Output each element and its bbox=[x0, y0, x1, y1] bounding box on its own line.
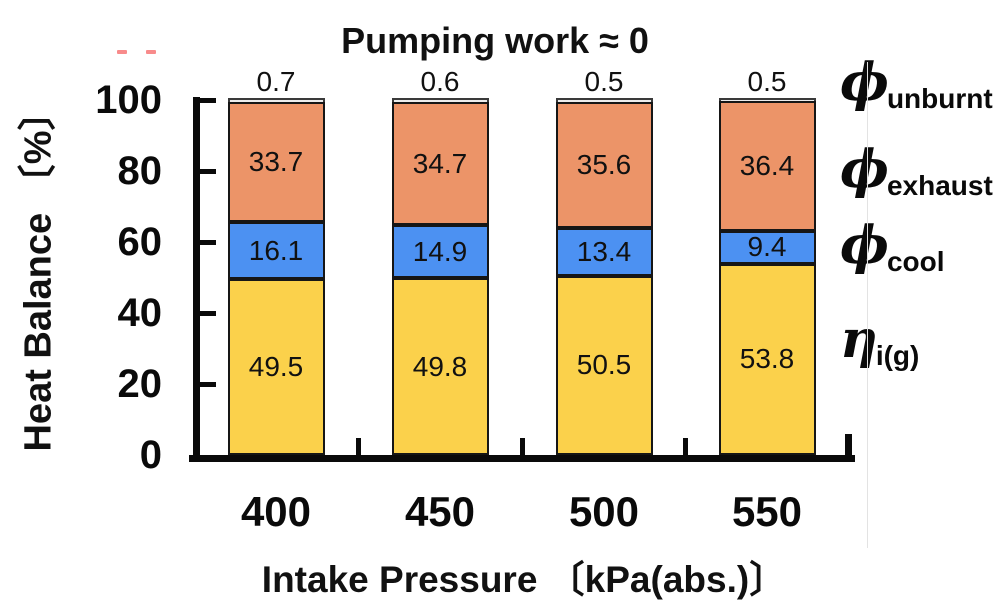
segment-unburnt-450 bbox=[391, 98, 489, 103]
xtick-mark-gap bbox=[519, 438, 525, 455]
segment-cool-500 bbox=[555, 228, 653, 276]
xtick-mark-gap bbox=[683, 438, 688, 455]
x-axis-title: Intake Pressure 〔kPa(abs.)〕 bbox=[261, 559, 787, 600]
ytick-mark-40 bbox=[200, 310, 216, 316]
legend-subscript: exhaust bbox=[886, 170, 993, 201]
chart-title: Pumping work ≈ 0 bbox=[341, 20, 649, 61]
legend-subscript: unburnt bbox=[886, 83, 993, 114]
legend-subscript: cool bbox=[886, 246, 945, 277]
red-artifact-mark bbox=[146, 50, 156, 54]
segment-exhaust-500 bbox=[555, 101, 653, 229]
legend-symbol-glyph: η bbox=[840, 309, 878, 370]
segment-i(g)-400 bbox=[227, 279, 325, 455]
xtick-mark-gap bbox=[355, 438, 361, 455]
y-axis-line bbox=[193, 97, 200, 462]
unburnt-value-label: 0.6 bbox=[420, 66, 460, 97]
x-axis-end-corner bbox=[845, 434, 852, 455]
segment-i(g)-550 bbox=[718, 264, 816, 455]
unburnt-value-label: 0.5 bbox=[747, 66, 787, 97]
segment-exhaust-450 bbox=[391, 102, 489, 226]
ytick-mark-100 bbox=[200, 97, 216, 103]
legend-item-exhaust: ϕexhaust bbox=[840, 139, 995, 201]
segment-unburnt-500 bbox=[555, 98, 653, 102]
segment-cool-400 bbox=[227, 222, 325, 280]
faint-divider-line bbox=[867, 62, 868, 548]
x-axis-line bbox=[189, 455, 855, 462]
segment-exhaust-550 bbox=[718, 101, 816, 231]
xtick-label-450: 450 bbox=[404, 488, 476, 535]
unburnt-value-label: 0.5 bbox=[584, 66, 624, 97]
ytick-label-60: 60 bbox=[117, 220, 163, 264]
ytick-mark-20 bbox=[200, 381, 216, 387]
legend-subscript: i(g) bbox=[875, 340, 920, 371]
ytick-mark-60 bbox=[200, 239, 216, 245]
red-artifact-mark bbox=[117, 50, 127, 54]
xtick-label-550: 550 bbox=[731, 488, 803, 535]
ytick-label-20: 20 bbox=[117, 362, 163, 406]
legend-symbol-glyph: ϕ bbox=[840, 139, 889, 200]
ytick-label-80: 80 bbox=[117, 149, 163, 193]
segment-unburnt-400 bbox=[227, 98, 325, 103]
segment-cool-550 bbox=[718, 230, 816, 264]
xtick-label-500: 500 bbox=[568, 488, 640, 535]
legend-symbol-glyph: ϕ bbox=[840, 52, 889, 113]
ytick-label-0: 0 bbox=[139, 433, 162, 477]
ytick-label-40: 40 bbox=[117, 291, 163, 335]
segment-unburnt-550 bbox=[718, 97, 816, 102]
segment-cool-450 bbox=[391, 225, 489, 279]
segment-i(g)-450 bbox=[391, 278, 489, 455]
legend-item-cool: ϕcool bbox=[840, 215, 947, 277]
xtick-label-400: 400 bbox=[240, 488, 312, 535]
segment-exhaust-400 bbox=[227, 102, 325, 223]
legend-item-unburnt: ϕunburnt bbox=[840, 52, 995, 114]
ytick-label-100: 100 bbox=[95, 78, 162, 122]
ytick-mark-80 bbox=[200, 168, 216, 174]
legend-item-ig: ηi(g) bbox=[840, 309, 921, 371]
legend-symbol-glyph: ϕ bbox=[840, 215, 889, 276]
unburnt-value-label: 0.7 bbox=[256, 66, 296, 97]
segment-i(g)-500 bbox=[555, 275, 653, 455]
